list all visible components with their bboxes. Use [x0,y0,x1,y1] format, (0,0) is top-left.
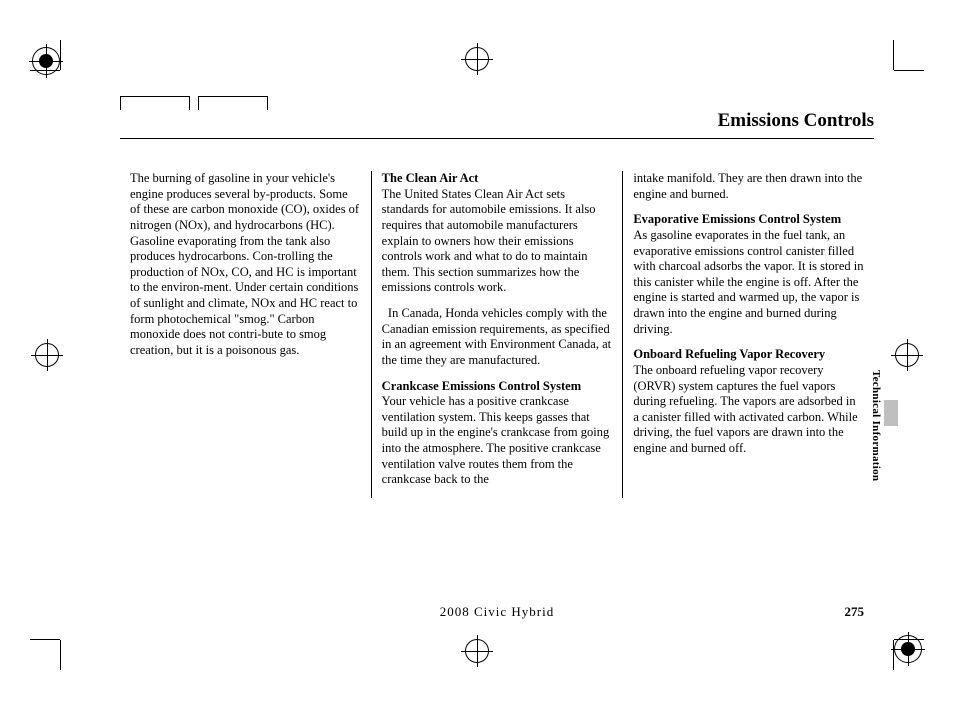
crop-mark [30,639,60,640]
alignment-cross-icon [895,343,919,367]
body-text: The onboard refueling vapor recovery (OR… [633,363,857,455]
section-side-label: Technical Information [870,370,882,481]
alignment-cross-icon [35,343,59,367]
body-text: The Clean Air Act The United States Clean… [382,171,613,296]
page-title: Emissions Controls [120,110,874,139]
body-columns: The burning of gasoline in your vehicle'… [120,171,874,498]
section-heading: The Clean Air Act [382,171,479,185]
column-1: The burning of gasoline in your vehicle'… [120,171,371,498]
body-text: intake manifold. They are then drawn int… [633,171,864,202]
crop-mark [894,70,924,71]
header-tab [198,96,268,110]
section-side-marker [884,400,898,426]
registration-mark-icon [894,635,922,663]
alignment-cross-icon [465,47,489,71]
body-text: The burning of gasoline in your vehicle'… [130,171,361,359]
section-heading: Crankcase Emissions Control System [382,379,581,393]
page-number: 275 [845,604,865,620]
page-content: Emissions Controls The burning of gasoli… [120,110,874,620]
crop-mark [893,40,894,70]
crop-mark [60,40,61,70]
body-text: As gasoline evaporates in the fuel tank,… [633,228,863,336]
column-2: The Clean Air Act The United States Clean… [371,171,623,498]
body-text: Evaporative Emissions Control System As g… [633,212,864,337]
body-text: In Canada, Honda vehicles comply with th… [382,306,613,369]
body-text: Your vehicle has a positive crankcase ve… [382,394,610,486]
crop-mark [60,640,61,670]
column-3: intake manifold. They are then drawn int… [622,171,874,498]
header-tab [120,96,190,110]
body-text: The United States Clean Air Act sets sta… [382,187,596,295]
section-heading: Onboard Refueling Vapor Recovery [633,347,825,361]
header-tabs [120,96,268,110]
alignment-cross-icon [465,639,489,663]
footer-model: 2008 Civic Hybrid [120,604,874,620]
section-heading: Evaporative Emissions Control System [633,212,841,226]
registration-mark-icon [32,47,60,75]
body-text: Onboard Refueling Vapor Recovery The onbo… [633,347,864,456]
body-text: Crankcase Emissions Control SystemYour v… [382,379,613,488]
